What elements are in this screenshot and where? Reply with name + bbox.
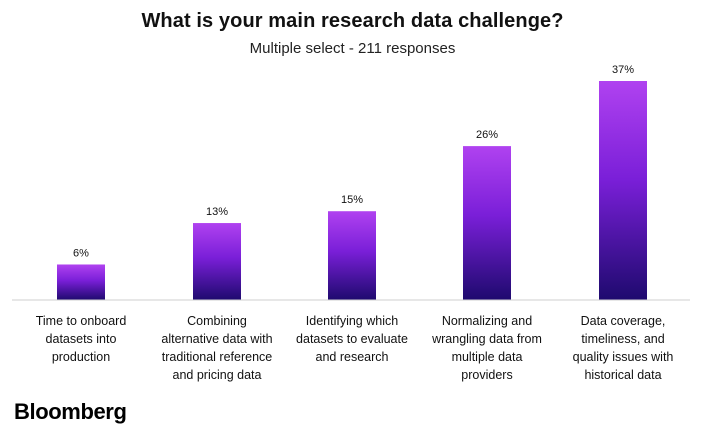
category-label-line: historical data — [584, 368, 661, 382]
bar-2 — [193, 223, 241, 300]
data-label-4: 26% — [476, 129, 498, 141]
category-label-line: providers — [461, 368, 512, 382]
category-label-line: quality issues with — [573, 350, 674, 364]
category-label-line: Time to onboard — [36, 314, 127, 328]
category-label-line: alternative data with — [161, 332, 272, 346]
labels-layer: 6% Time to onboard datasets into production… — [36, 64, 674, 382]
category-label-line: datasets to evaluate — [296, 332, 408, 346]
category-label-line: Data coverage, — [581, 314, 666, 328]
bar-4 — [463, 146, 511, 300]
category-label-2: Combining alternative data with traditiona… — [161, 314, 272, 382]
category-label-line: and research — [316, 350, 389, 364]
category-label-line: and pricing data — [173, 368, 262, 382]
category-label-line: wrangling data from — [431, 332, 542, 346]
bar-1 — [57, 264, 105, 300]
bars-layer — [57, 81, 647, 300]
category-label-1: Time to onboard datasets into production — [36, 314, 127, 364]
chart-title: What is your main research data challeng… — [141, 10, 564, 32]
category-label-4: Normalizing and wrangling data from multip… — [431, 314, 542, 382]
bloomberg-logo: Bloomberg — [14, 399, 127, 424]
category-label-line: timeliness, and — [581, 332, 664, 346]
chart-subtitle: Multiple select - 211 responses — [249, 40, 456, 57]
data-label-3: 15% — [341, 194, 363, 206]
category-label-line: datasets into — [46, 332, 117, 346]
category-label-3: Identifying which datasets to evaluate and… — [296, 314, 408, 364]
bar-3 — [328, 211, 376, 300]
category-label-line: multiple data — [452, 350, 523, 364]
category-label-line: traditional reference — [162, 350, 273, 364]
category-label-line: production — [52, 350, 110, 364]
category-label-line: Combining — [187, 314, 247, 328]
category-label-5: Data coverage, timeliness, and quality iss… — [573, 314, 674, 382]
category-label-line: Identifying which — [306, 314, 398, 328]
data-label-1: 6% — [73, 247, 89, 259]
bar-5 — [599, 81, 647, 300]
data-label-2: 13% — [206, 206, 228, 218]
data-label-5: 37% — [612, 64, 634, 76]
category-label-line: Normalizing and — [442, 314, 532, 328]
